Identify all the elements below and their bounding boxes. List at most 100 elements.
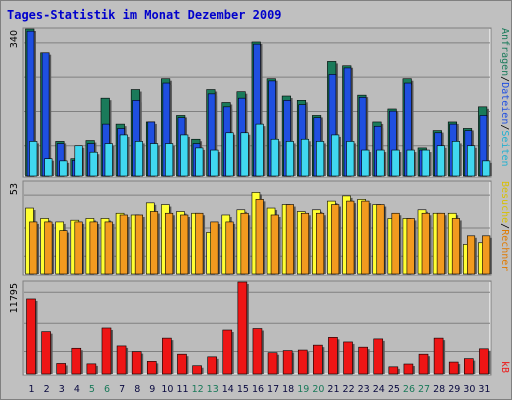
x-tick-label-25: 25 (388, 384, 400, 395)
bar-seiten-22 (346, 141, 355, 177)
bar-rechner-31 (482, 235, 491, 275)
legend-top: Anfragen/Dateien/Seiten (499, 28, 510, 167)
x-tick-label-22: 22 (343, 384, 355, 395)
bar-kb-18 (282, 350, 293, 375)
x-tick-label-1: 1 (29, 384, 35, 395)
bar-seiten-6 (104, 143, 113, 177)
x-tick-label-24: 24 (373, 384, 385, 395)
bar-kb-22 (343, 341, 353, 375)
legend-seiten: Seiten (499, 130, 510, 166)
bar-kb-6 (101, 327, 112, 375)
bar-rechner-17 (270, 214, 279, 275)
bar-kb-29 (448, 361, 459, 375)
x-tick-label-10: 10 (161, 384, 173, 395)
bar-seiten-9 (149, 143, 159, 177)
bar-seiten-27 (421, 149, 430, 177)
bar-seiten-29 (451, 141, 461, 177)
x-tick-label-27: 27 (418, 384, 430, 395)
bar-kb-28 (433, 337, 444, 375)
x-tick-label-5: 5 (89, 384, 95, 395)
x-tick-label-29: 29 (448, 384, 460, 395)
bar-seiten-13 (210, 149, 219, 177)
bar-kb-19 (297, 349, 308, 375)
bar-rechner-3 (59, 230, 68, 275)
bar-rechner-15 (240, 212, 249, 275)
bar-kb-20 (313, 344, 323, 375)
x-tick-label-15: 15 (237, 384, 249, 395)
legend-bottom: kB (499, 361, 510, 373)
bar-seiten-18 (285, 141, 294, 177)
bar-kb-12 (192, 365, 202, 375)
bar-seiten-25 (391, 149, 400, 177)
ymax-label-kb: 11795 (9, 283, 20, 313)
bar-dateien-2 (41, 52, 50, 177)
bar-kb-16 (252, 328, 263, 375)
bar-rechner-18 (285, 204, 294, 275)
bar-rechner-23 (361, 200, 370, 275)
legend-sep-2: / (499, 124, 510, 130)
x-tick-label-11: 11 (176, 384, 188, 395)
bar-seiten-26 (406, 149, 415, 177)
legend-sep-1: / (499, 76, 510, 82)
x-tick-label-12: 12 (192, 384, 204, 395)
bar-kb-4 (71, 347, 82, 375)
bar-kb-27 (418, 353, 429, 375)
bar-rechner-4 (74, 221, 83, 275)
legend-rechner: Rechner (499, 229, 510, 271)
bar-rechner-10 (165, 212, 174, 275)
bar-kb-2 (41, 331, 51, 375)
bar-rechner-20 (316, 212, 325, 275)
bar-rechner-24 (376, 204, 385, 275)
bar-seiten-14 (225, 132, 234, 177)
x-tick-label-20: 20 (312, 384, 324, 395)
bar-seiten-16 (255, 123, 264, 177)
bar-rechner-26 (406, 218, 415, 275)
bar-rechner-27 (421, 212, 430, 275)
bar-seiten-30 (467, 145, 476, 177)
bar-rechner-8 (134, 214, 143, 275)
bar-rechner-30 (467, 235, 476, 275)
bar-kb-23 (358, 346, 368, 375)
bar-rechner-1 (29, 221, 38, 275)
x-tick-label-26: 26 (403, 384, 415, 395)
x-tick-label-13: 13 (207, 384, 219, 395)
bar-rechner-5 (89, 221, 98, 275)
bar-kb-3 (56, 363, 66, 375)
bar-seiten-24 (376, 149, 385, 177)
x-tick-label-18: 18 (282, 384, 294, 395)
bar-seiten-31 (482, 160, 491, 177)
x-tick-label-2: 2 (44, 384, 50, 395)
bar-kb-30 (464, 358, 474, 375)
bar-kb-15 (237, 281, 248, 375)
bar-rechner-21 (331, 204, 340, 275)
bar-seiten-17 (270, 138, 279, 177)
x-tick-label-14: 14 (222, 384, 234, 395)
bar-rechner-11 (180, 214, 189, 275)
x-tick-label-6: 6 (104, 384, 110, 395)
bar-rechner-22 (346, 200, 355, 275)
x-tick-label-8: 8 (134, 384, 140, 395)
bar-rechner-9 (149, 211, 159, 275)
bar-kb-17 (267, 352, 278, 375)
bar-kb-24 (373, 338, 384, 375)
bar-kb-11 (177, 353, 187, 375)
x-tick-label-19: 19 (297, 384, 309, 395)
legend-kb: kB (499, 361, 510, 373)
bar-seiten-21 (331, 134, 340, 177)
bar-kb-8 (131, 351, 142, 375)
x-tick-label-3: 3 (59, 384, 65, 395)
x-tick-label-23: 23 (358, 384, 370, 395)
bar-kb-9 (146, 361, 157, 375)
bar-rechner-7 (119, 214, 128, 275)
x-tick-label-4: 4 (74, 384, 80, 395)
bar-rechner-14 (225, 221, 234, 275)
bar-seiten-7 (119, 134, 128, 177)
bar-rechner-12 (195, 212, 204, 275)
x-tick-label-31: 31 (478, 384, 490, 395)
bar-kb-25 (388, 366, 399, 375)
bar-rechner-16 (255, 199, 264, 275)
bar-rechner-19 (300, 212, 310, 275)
bar-seiten-23 (361, 149, 370, 177)
ymax-label-hits: 340 (9, 30, 20, 48)
